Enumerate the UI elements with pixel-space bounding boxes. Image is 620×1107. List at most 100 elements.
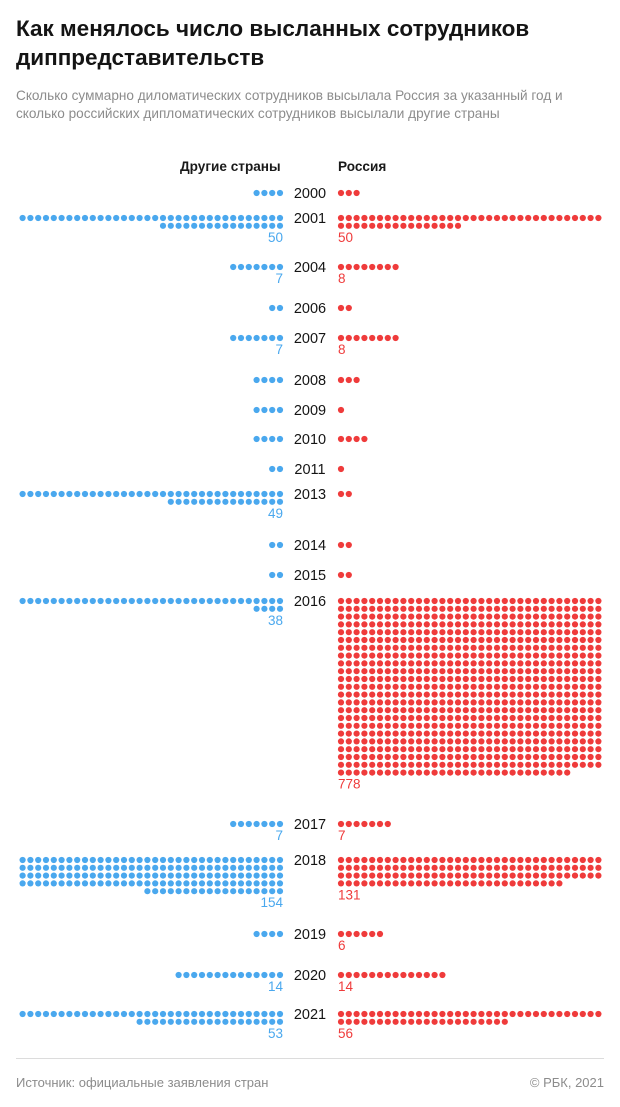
dot-left-14-148 [183,888,190,895]
dot-right-12-88 [493,613,501,620]
dot-right-12-340 [337,675,345,683]
dot-right-12-179 [408,636,415,644]
dot-right-12-79 [423,613,430,620]
dot-right-12-133 [579,621,586,628]
dot-left-14-43 [206,864,213,871]
dot-left-13-4 [245,820,252,828]
dot-left-14-75 [222,872,229,879]
chart-title: Как менялось число высланных сотрудников… [16,16,530,70]
dot-right-12-464 [509,699,516,706]
dot-left-9-41 [222,498,229,505]
dot-right-12-240 [353,652,360,659]
dot-left-9-40 [230,498,237,505]
dot-left-17-37 [253,1018,260,1025]
dot-left-5-1 [269,376,276,384]
dot-left-14-27 [66,856,73,864]
dot-right-14-124 [509,880,516,887]
dot-right-12-78 [415,613,423,620]
dot-left-13-3 [253,820,260,828]
dot-right-14-66 [587,864,594,871]
dot-right-12-641 [564,738,571,745]
value-label-left-16: 14 [268,979,284,994]
dot-right-12-769 [501,769,508,776]
dot-right-14-119 [470,880,477,887]
dot-right-12-239 [345,652,352,659]
dot-right-14-35 [345,864,352,871]
dot-right-12-154 [478,629,485,636]
dot-left-14-104 [261,880,268,887]
dot-right-12-33 [595,597,602,605]
value-label-left-12: 38 [268,613,283,628]
dot-left-17-20 [120,1010,128,1018]
dot-right-12-391 [470,683,477,690]
dot-right-12-217 [439,644,446,651]
dot-right-12-269 [579,652,586,659]
dot-right-1-41 [392,222,399,229]
dot-right-14-56 [509,864,516,871]
dot-right-1-19 [486,214,493,222]
dot-right-12-518 [400,714,407,722]
dot-left-17-11 [191,1010,198,1018]
dot-right-12-267 [564,652,571,659]
dot-right-14-74 [384,872,391,879]
dot-left-9-28 [58,490,65,498]
dot-right-12-220 [462,644,469,651]
dot-left-10-0 [276,541,284,549]
dot-left-14-18 [136,856,143,864]
dot-right-12-570 [540,722,547,729]
dot-right-12-470 [556,699,563,706]
dot-right-12-738 [525,761,532,768]
dot-left-17-38 [245,1018,252,1025]
dot-right-12-505 [564,707,571,714]
dot-right-12-529 [486,714,493,722]
dot-right-12-696 [462,753,469,761]
dot-left-14-11 [191,856,198,864]
dot-right-12-156 [493,629,501,636]
dot-left-14-10 [198,856,206,864]
dot-right-12-465 [517,699,524,706]
dot-left-14-17 [144,856,151,864]
dot-right-14-80 [431,872,438,879]
dot-right-12-609 [579,730,586,737]
dot-right-12-709 [564,753,571,761]
dot-right-12-589 [423,730,430,737]
dot-right-12-716 [353,761,360,768]
dot-right-12-423 [454,691,462,698]
dot-right-12-449 [392,699,399,706]
dot-left-12-17 [144,597,151,605]
dot-right-12-536 [540,714,547,722]
dot-right-12-576 [587,722,594,729]
dot-left-1-8 [214,214,221,222]
dot-right-12-259 [501,652,508,659]
dot-right-12-682 [353,753,360,761]
dot-right-12-574 [571,722,579,729]
dot-left-2-4 [245,263,252,271]
dot-right-12-281 [408,660,415,667]
dot-right-12-540 [571,714,579,722]
dot-right-2-7 [392,263,399,271]
dot-right-1-31 [579,214,586,222]
dot-left-7-2 [261,435,268,443]
dot-right-12-445 [361,699,368,706]
dot-right-12-70 [353,613,360,620]
dot-left-0-3 [253,189,260,197]
dot-left-14-128 [74,880,81,887]
dot-right-0-1 [345,189,352,197]
year-label-2016: 2016 [294,594,326,610]
dot-right-14-12 [431,856,438,864]
dot-right-12-245 [392,652,399,659]
dot-left-9-37 [253,498,260,505]
dot-right-12-509 [595,707,602,714]
dot-right-12-665 [486,746,493,753]
dot-right-12-174 [369,636,376,644]
dot-right-17-34 [337,1018,345,1025]
dot-right-1-1 [345,214,352,222]
dot-left-17-33 [19,1010,26,1018]
dot-right-12-66 [587,605,594,612]
dot-right-12-307 [345,668,352,675]
dot-right-12-555 [423,722,430,729]
dot-right-12-522 [431,714,438,722]
dot-right-12-754 [384,769,391,776]
dot-right-14-76 [400,872,407,879]
